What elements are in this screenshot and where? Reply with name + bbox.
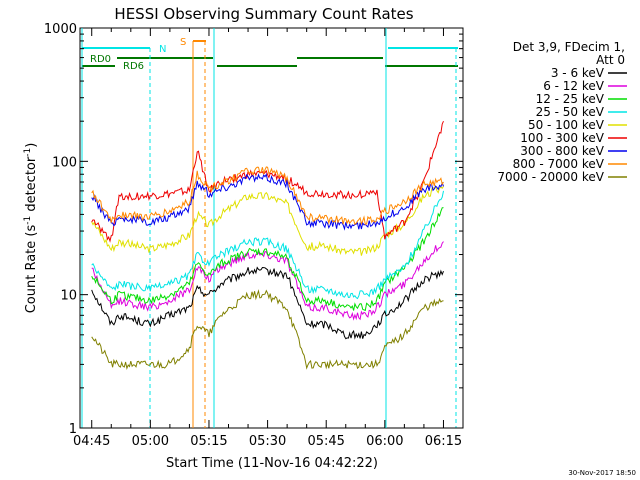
series-line-6 — [91, 120, 444, 243]
legend-header-2: Att 0 — [596, 53, 625, 67]
series-line-9 — [91, 289, 444, 371]
x-tick-label: 05:30 — [249, 434, 286, 449]
x-axis-label: Start Time (11-Nov-16 04:42:22) — [166, 456, 378, 471]
legend-label: 6 - 12 keV — [543, 79, 605, 93]
plot-frame — [79, 27, 464, 429]
observing-flags: N S RD0 RD6 — [82, 37, 458, 72]
rd0-flag-label: RD0 — [90, 54, 111, 65]
x-tick-label: 05:45 — [307, 434, 344, 449]
series-line-1 — [91, 266, 444, 340]
y-axis: 1 10 100 1000 — [44, 22, 463, 437]
series-line-2 — [91, 241, 444, 321]
legend-label: 12 - 25 keV — [536, 92, 605, 106]
y-tick-label: 100 — [52, 155, 77, 170]
x-axis: 04:45 05:00 05:15 05:30 05:45 06:00 06:15 — [73, 28, 464, 449]
legend-label: 100 - 300 keV — [520, 131, 604, 145]
y-axis-label-sup-1: -1 — [23, 216, 33, 225]
legend-label: 3 - 6 keV — [551, 66, 605, 80]
legend-label: 25 - 50 keV — [536, 105, 605, 119]
legend-label: 7000 - 20000 keV — [497, 170, 604, 184]
legend-label: 300 - 800 keV — [520, 144, 604, 158]
n-flag-label: N — [159, 44, 166, 55]
y-axis-label-sup-2: -1 — [23, 148, 33, 157]
legend-label: 50 - 100 keV — [528, 118, 605, 132]
y-tick-label: 10 — [60, 289, 77, 304]
series-line-8 — [91, 166, 444, 226]
y-axis-label: Count Rate (s-1 detector-1) — [23, 143, 39, 314]
x-tick-label: 05:15 — [190, 434, 227, 449]
legend-label: 800 - 7000 keV — [513, 157, 605, 171]
series-line-7 — [91, 172, 444, 231]
series-lines — [91, 120, 444, 371]
s-flag-label: S — [180, 37, 186, 48]
y-axis-label-part-3: ) — [24, 143, 39, 148]
y-axis-label-part-2: detector — [24, 156, 39, 216]
y-axis-label-part: Count Rate (s — [24, 225, 39, 314]
x-tick-label: 06:15 — [425, 434, 462, 449]
series-line-3 — [91, 207, 444, 312]
rd6-flag-label: RD6 — [123, 61, 144, 72]
x-tick-label: 06:00 — [366, 434, 403, 449]
series-line-4 — [91, 190, 444, 300]
y-tick-label: 1 — [69, 422, 77, 437]
footer-date: 30-Nov-2017 18:50 — [568, 469, 636, 477]
x-tick-label: 05:00 — [132, 434, 169, 449]
y-tick-label: 1000 — [44, 22, 77, 37]
x-tick-label: 04:45 — [73, 434, 110, 449]
chart-title: HESSI Observing Summary Count Rates — [114, 5, 413, 23]
legend-header-1: Det 3,9, FDecim 1, — [513, 40, 625, 54]
